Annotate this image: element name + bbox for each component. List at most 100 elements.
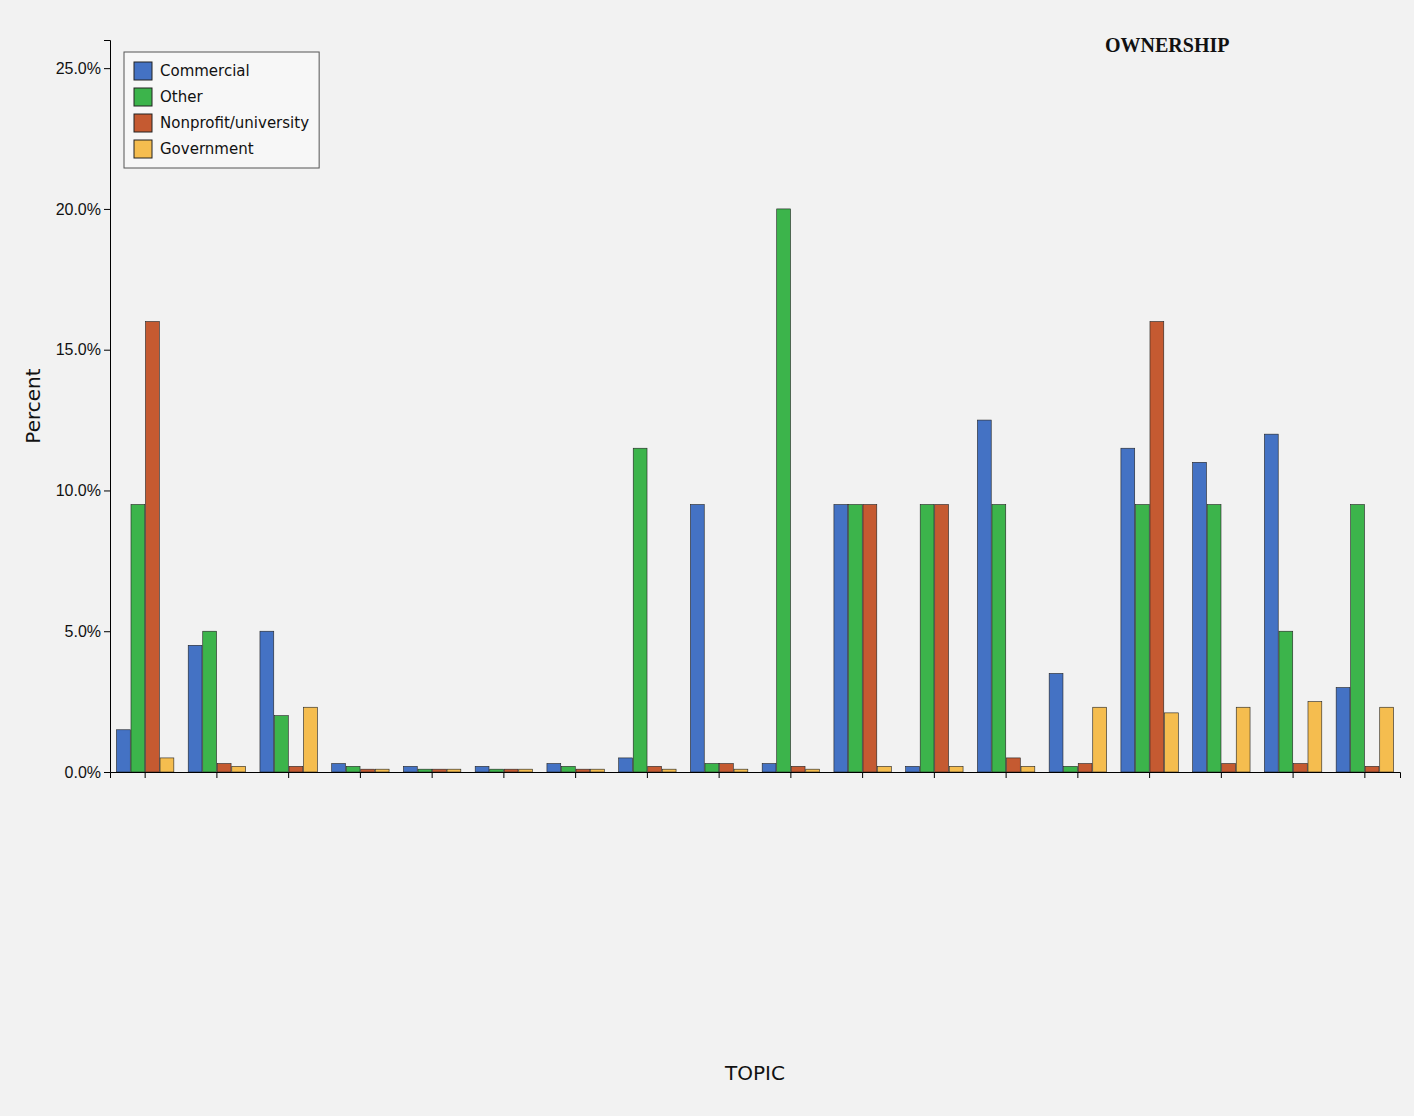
tick-label: 5.0% bbox=[65, 623, 101, 640]
bar bbox=[863, 505, 877, 772]
x-axis bbox=[111, 772, 1401, 778]
bar bbox=[232, 766, 246, 772]
legend-label: Commercial bbox=[160, 62, 250, 80]
tick-mark bbox=[1221, 772, 1222, 778]
tick bbox=[360, 772, 361, 778]
bar bbox=[1078, 764, 1092, 772]
bar bbox=[346, 766, 360, 772]
tick-label: 0.0% bbox=[65, 764, 101, 781]
tick-mark bbox=[1364, 772, 1365, 778]
tick-mark bbox=[104, 350, 110, 351]
bar bbox=[1164, 713, 1178, 772]
tick-label: 15.0% bbox=[56, 341, 101, 358]
tick bbox=[1221, 772, 1222, 778]
bar bbox=[1380, 707, 1394, 772]
bar bbox=[949, 766, 963, 772]
bar bbox=[734, 769, 748, 772]
tick-label: 20.0% bbox=[56, 201, 101, 218]
bar bbox=[447, 769, 461, 772]
bar bbox=[260, 631, 274, 772]
bar bbox=[762, 764, 776, 772]
bar bbox=[203, 631, 217, 772]
bar bbox=[561, 766, 575, 772]
bar bbox=[662, 769, 676, 772]
tick bbox=[575, 772, 576, 778]
tick-mark bbox=[934, 772, 935, 778]
bar bbox=[375, 769, 389, 772]
bar bbox=[777, 209, 791, 772]
tick bbox=[503, 772, 504, 778]
legend: CommercialOtherNonprofit/universityGover… bbox=[124, 52, 319, 168]
bar bbox=[504, 769, 518, 772]
bar bbox=[116, 730, 130, 772]
tick-mark bbox=[104, 490, 110, 491]
axis-line bbox=[104, 41, 111, 773]
bar bbox=[834, 505, 848, 772]
tick: 15.0% bbox=[56, 341, 110, 358]
tick bbox=[1293, 772, 1294, 778]
tick: 0.0% bbox=[65, 764, 110, 781]
bars bbox=[116, 209, 1393, 772]
tick-mark bbox=[104, 68, 110, 69]
bar bbox=[1293, 764, 1307, 772]
tick-mark bbox=[647, 772, 648, 778]
tick-mark bbox=[288, 772, 289, 778]
legend-label: Government bbox=[160, 140, 254, 158]
bar bbox=[576, 769, 590, 772]
bar bbox=[146, 322, 160, 772]
bar bbox=[418, 769, 432, 772]
tick bbox=[288, 772, 289, 778]
tick: 5.0% bbox=[65, 623, 110, 640]
axis-line bbox=[111, 773, 1401, 779]
legend-box bbox=[124, 52, 319, 168]
tick bbox=[145, 772, 146, 778]
bar bbox=[806, 769, 820, 772]
tick bbox=[216, 772, 217, 778]
tick: 25.0% bbox=[56, 60, 110, 77]
tick-mark bbox=[1149, 772, 1150, 778]
bar bbox=[1021, 766, 1035, 772]
plot: 0.0% 5.0% 10.0% 15.0% 20.0% 25.0% CommercialOt… bbox=[56, 41, 1401, 781]
bar bbox=[1193, 462, 1207, 772]
bar bbox=[289, 766, 303, 772]
tick-label: 25.0% bbox=[56, 60, 101, 77]
bar bbox=[403, 766, 417, 772]
bar bbox=[1093, 707, 1107, 772]
bar bbox=[1236, 707, 1250, 772]
bar bbox=[906, 766, 920, 772]
bar bbox=[1207, 505, 1221, 772]
tick-mark bbox=[216, 772, 217, 778]
bar bbox=[547, 764, 561, 772]
tick bbox=[1149, 772, 1150, 778]
tick-mark bbox=[432, 772, 433, 778]
bar bbox=[490, 769, 504, 772]
bar bbox=[992, 505, 1006, 772]
bar bbox=[848, 505, 862, 772]
tick-mark bbox=[104, 209, 110, 210]
tick bbox=[432, 772, 433, 778]
tick: 20.0% bbox=[56, 201, 110, 218]
tick-mark bbox=[145, 772, 146, 778]
tick-mark bbox=[719, 772, 720, 778]
bar bbox=[274, 716, 288, 772]
bar bbox=[591, 769, 605, 772]
legend-item: Commercial bbox=[134, 62, 250, 80]
bar bbox=[920, 505, 934, 772]
chart: 0.0% 5.0% 10.0% 15.0% 20.0% 25.0% CommercialOt… bbox=[0, 0, 1414, 1116]
x-axis-title: TOPIC bbox=[724, 1061, 785, 1085]
series bbox=[160, 702, 1393, 772]
bar bbox=[791, 766, 805, 772]
y-axis-title: Percent bbox=[21, 368, 45, 443]
tick: 10.0% bbox=[56, 482, 110, 499]
bar bbox=[1150, 322, 1164, 772]
tick-mark bbox=[503, 772, 504, 778]
tick-mark bbox=[862, 772, 863, 778]
legend-swatch bbox=[134, 140, 152, 158]
bar bbox=[433, 769, 447, 772]
bar bbox=[1121, 448, 1135, 772]
bar bbox=[1222, 764, 1236, 772]
bar bbox=[1064, 766, 1078, 772]
bar bbox=[977, 420, 991, 772]
tick bbox=[647, 772, 648, 778]
bar bbox=[1365, 766, 1379, 772]
